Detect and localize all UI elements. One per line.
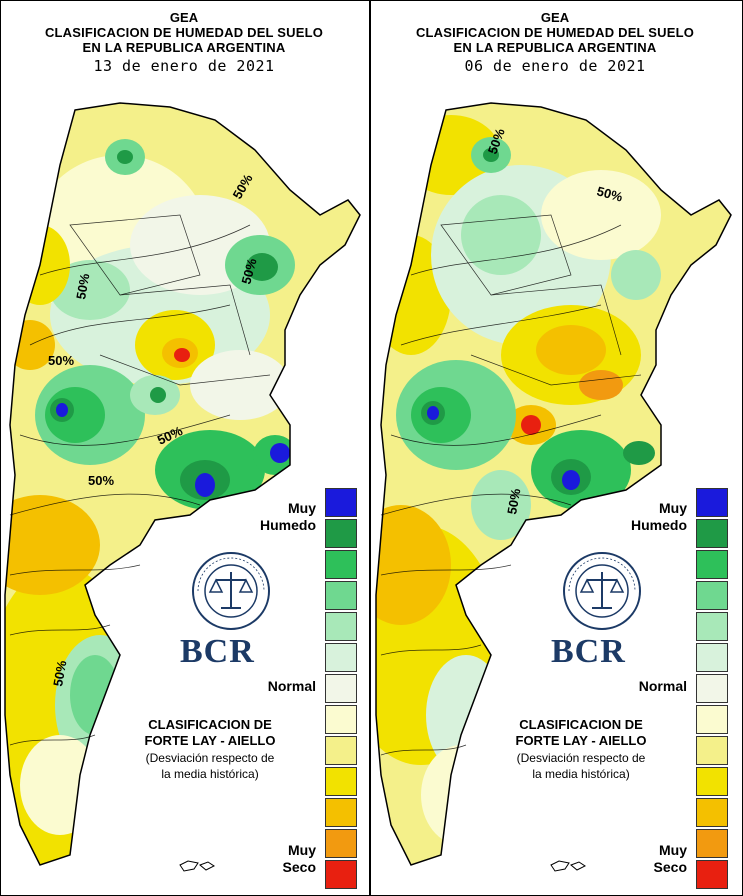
classification-source: CLASIFICACION DE FORTE LAY - AIELLO (Des… <box>515 717 647 781</box>
legend-swatch <box>325 643 357 672</box>
title-org: GEA <box>540 10 570 25</box>
legend-swatch <box>696 736 728 765</box>
legend-label-very-wet: Muy Humedo <box>260 500 316 533</box>
legend-swatch <box>696 612 728 641</box>
legend-swatch <box>696 674 728 703</box>
bcr-logo-text: BCR <box>551 633 626 670</box>
map-date: 06 de enero de 2021 <box>464 57 646 75</box>
legend-swatch <box>696 767 728 796</box>
legend-label-very-dry: Muy Seco <box>282 842 316 875</box>
map-panel-right: GEA CLASIFICACION DE HUMEDAD DEL SUELO E… <box>371 0 739 896</box>
panel-divider <box>369 0 371 896</box>
legend-swatch <box>325 612 357 641</box>
moisture-color-scale <box>325 488 357 891</box>
legend-swatch <box>325 705 357 734</box>
title-line-1: CLASIFICACION DE HUMEDAD DEL SUELO <box>44 25 324 40</box>
moisture-color-scale <box>696 488 728 891</box>
legend-swatch <box>696 550 728 579</box>
bcr-seal-logo <box>563 552 641 630</box>
legend-swatch <box>696 643 728 672</box>
legend-swatch <box>325 860 357 889</box>
classification-source: CLASIFICACION DE FORTE LAY - AIELLO (Des… <box>144 717 276 781</box>
title-line-2: EN LA REPUBLICA ARGENTINA <box>453 40 657 55</box>
contour-label: 50% <box>238 256 259 285</box>
map-panel-left: GEA CLASIFICACION DE HUMEDAD DEL SUELO E… <box>0 0 368 896</box>
title-line-2: EN LA REPUBLICA ARGENTINA <box>82 40 286 55</box>
legend-label-very-wet: Muy Humedo <box>631 500 687 533</box>
legend-swatch <box>696 581 728 610</box>
legend-swatch <box>325 767 357 796</box>
legend-swatch <box>325 488 357 517</box>
legend-swatch <box>325 829 357 858</box>
contour-label: 50% <box>595 183 624 204</box>
contour-label: 50% <box>73 272 92 301</box>
legend-swatch <box>325 581 357 610</box>
title-line-1: CLASIFICACION DE HUMEDAD DEL SUELO <box>415 25 695 40</box>
legend-swatch <box>696 798 728 827</box>
contour-label: 50% <box>504 487 523 516</box>
legend-swatch <box>325 519 357 548</box>
argentina-soil-moisture-map: 50% 50% 50% 50% 50% 50% 50% <box>4 102 361 872</box>
legend-swatch <box>696 488 728 517</box>
bcr-seal-logo <box>192 552 270 630</box>
legend-label-normal: Normal <box>638 678 687 694</box>
contour-label: 50% <box>50 659 69 688</box>
contour-label: 50% <box>88 473 114 488</box>
legend-label-normal: Normal <box>267 678 316 694</box>
panel-title-block: GEA CLASIFICACION DE HUMEDAD DEL SUELO E… <box>371 10 739 75</box>
legend-swatch <box>696 829 728 858</box>
legend-swatch <box>696 705 728 734</box>
argentina-soil-moisture-map: 50% 50% 50% <box>375 102 732 872</box>
contour-label: 50% <box>48 353 74 368</box>
legend-swatch <box>325 798 357 827</box>
legend-swatch <box>325 736 357 765</box>
legend-swatch <box>696 860 728 889</box>
legend-label-very-dry: Muy Seco <box>653 842 687 875</box>
panel-title-block: GEA CLASIFICACION DE HUMEDAD DEL SUELO E… <box>0 10 368 75</box>
legend-swatch <box>325 674 357 703</box>
legend-swatch <box>696 519 728 548</box>
legend-swatch <box>325 550 357 579</box>
bcr-logo-text: BCR <box>180 633 255 670</box>
title-org: GEA <box>169 10 199 25</box>
map-date: 13 de enero de 2021 <box>93 57 275 75</box>
